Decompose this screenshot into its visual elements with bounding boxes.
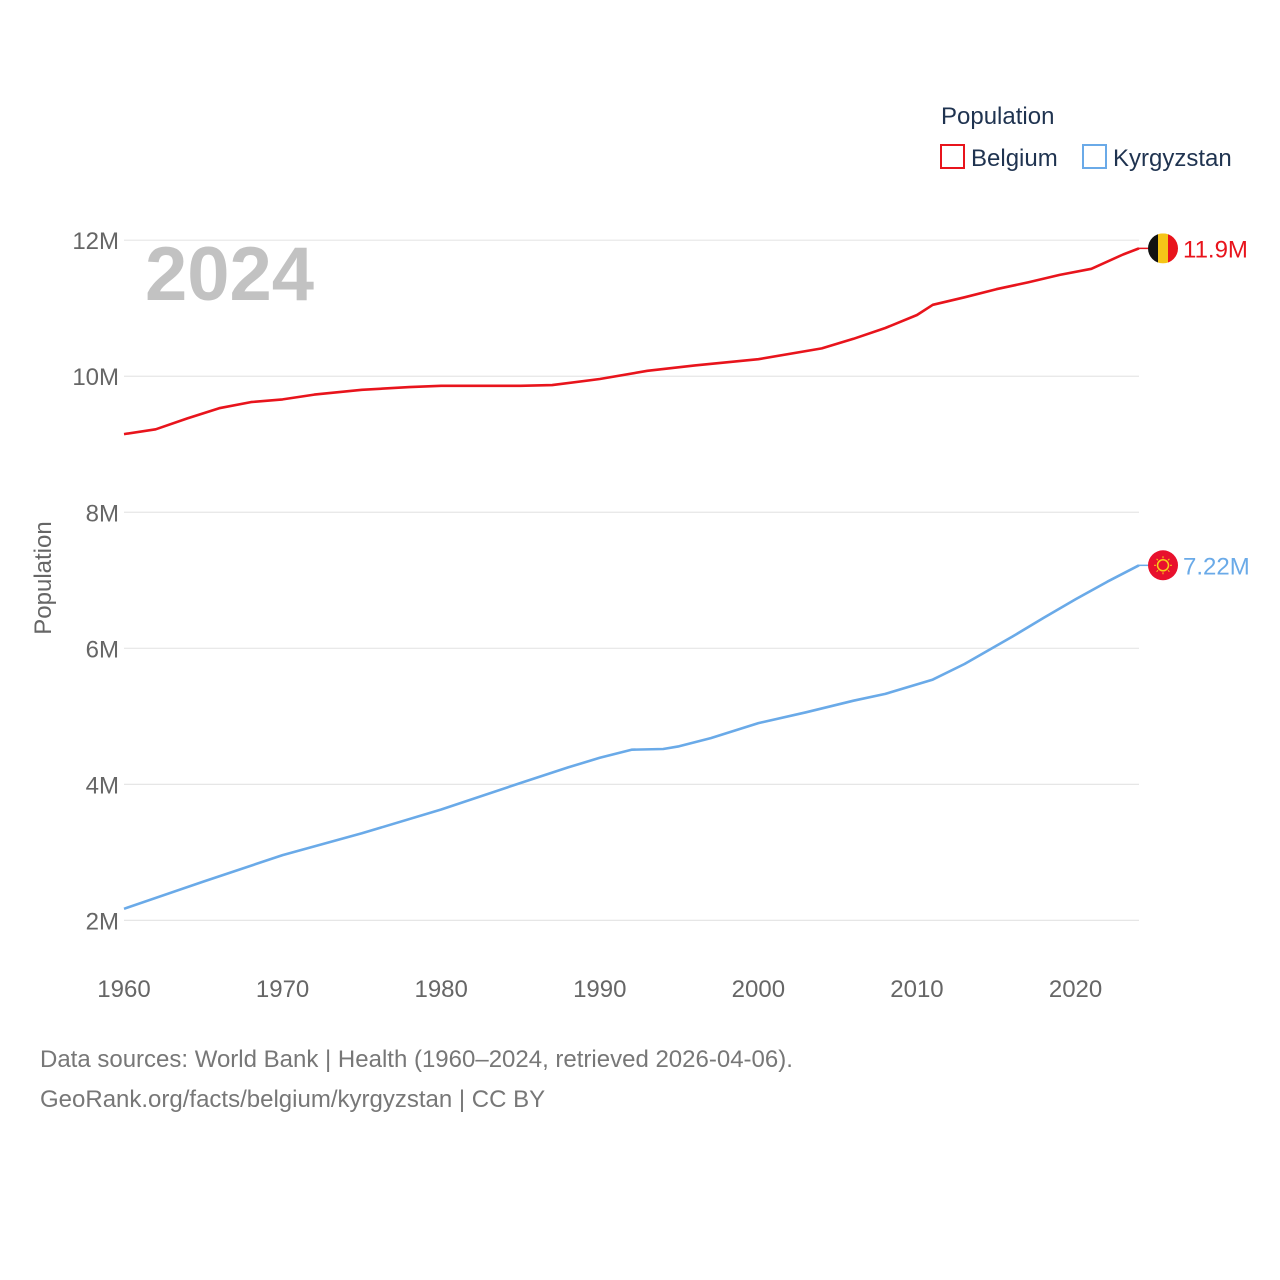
x-tick-label: 1990 [573, 976, 626, 1003]
legend-item-kyrgyzstan[interactable]: Kyrgyzstan [1082, 144, 1232, 172]
x-tick-label: 2010 [890, 976, 943, 1003]
belgium-flag-icon [1148, 233, 1178, 264]
y-tick-label: 4M [86, 772, 119, 799]
kyrgyzstan-end-value: 7.22M [1183, 553, 1250, 580]
kyrgyzstan-flag-icon [1148, 550, 1178, 581]
belgium-end-marker: 11.9M [1148, 233, 1248, 264]
y-axis-label: Population [30, 521, 57, 634]
footer-sources: Data sources: World Bank | Health (1960–… [40, 1046, 793, 1073]
x-tick-label: 2020 [1049, 976, 1102, 1003]
x-tick-label: 1960 [97, 976, 150, 1003]
belgium-end-value: 11.9M [1183, 236, 1248, 263]
series-lines [123, 247, 1148, 911]
legend-title: Population [941, 103, 1054, 130]
kyrgyzstan-end-marker: 7.22M [1148, 550, 1250, 581]
legend: Population Belgium Kyrgyzstan [940, 103, 1232, 172]
x-tick-label: 1980 [414, 976, 467, 1003]
x-tick-label: 1970 [256, 976, 309, 1003]
series-line-belgium [123, 247, 1140, 436]
y-axis: 2M 4M 6M 8M 10M 12M [72, 228, 119, 935]
legend-label-kyrgyzstan: Kyrgyzstan [1113, 145, 1232, 172]
x-axis: 1960 1970 1980 1990 2000 2010 2020 [97, 976, 1102, 1003]
legend-label-belgium: Belgium [971, 145, 1058, 172]
footer: Data sources: World Bank | Health (1960–… [40, 1040, 793, 1120]
year-overlay: 2024 [145, 232, 314, 317]
footer-attribution: GeoRank.org/facts/belgium/kyrgyzstan | C… [40, 1086, 546, 1113]
x-tick-label: 2000 [732, 976, 785, 1003]
y-tick-label: 2M [86, 908, 119, 935]
series-line-kyrgyzstan [123, 564, 1140, 911]
y-tick-label: 8M [86, 500, 119, 527]
grid [124, 239, 1139, 921]
y-tick-label: 6M [86, 636, 119, 663]
legend-swatch-belgium [940, 144, 965, 169]
y-tick-label: 10M [72, 364, 119, 391]
legend-swatch-kyrgyzstan [1082, 144, 1107, 169]
legend-item-belgium[interactable]: Belgium [940, 144, 1058, 172]
y-tick-label: 12M [72, 228, 119, 255]
